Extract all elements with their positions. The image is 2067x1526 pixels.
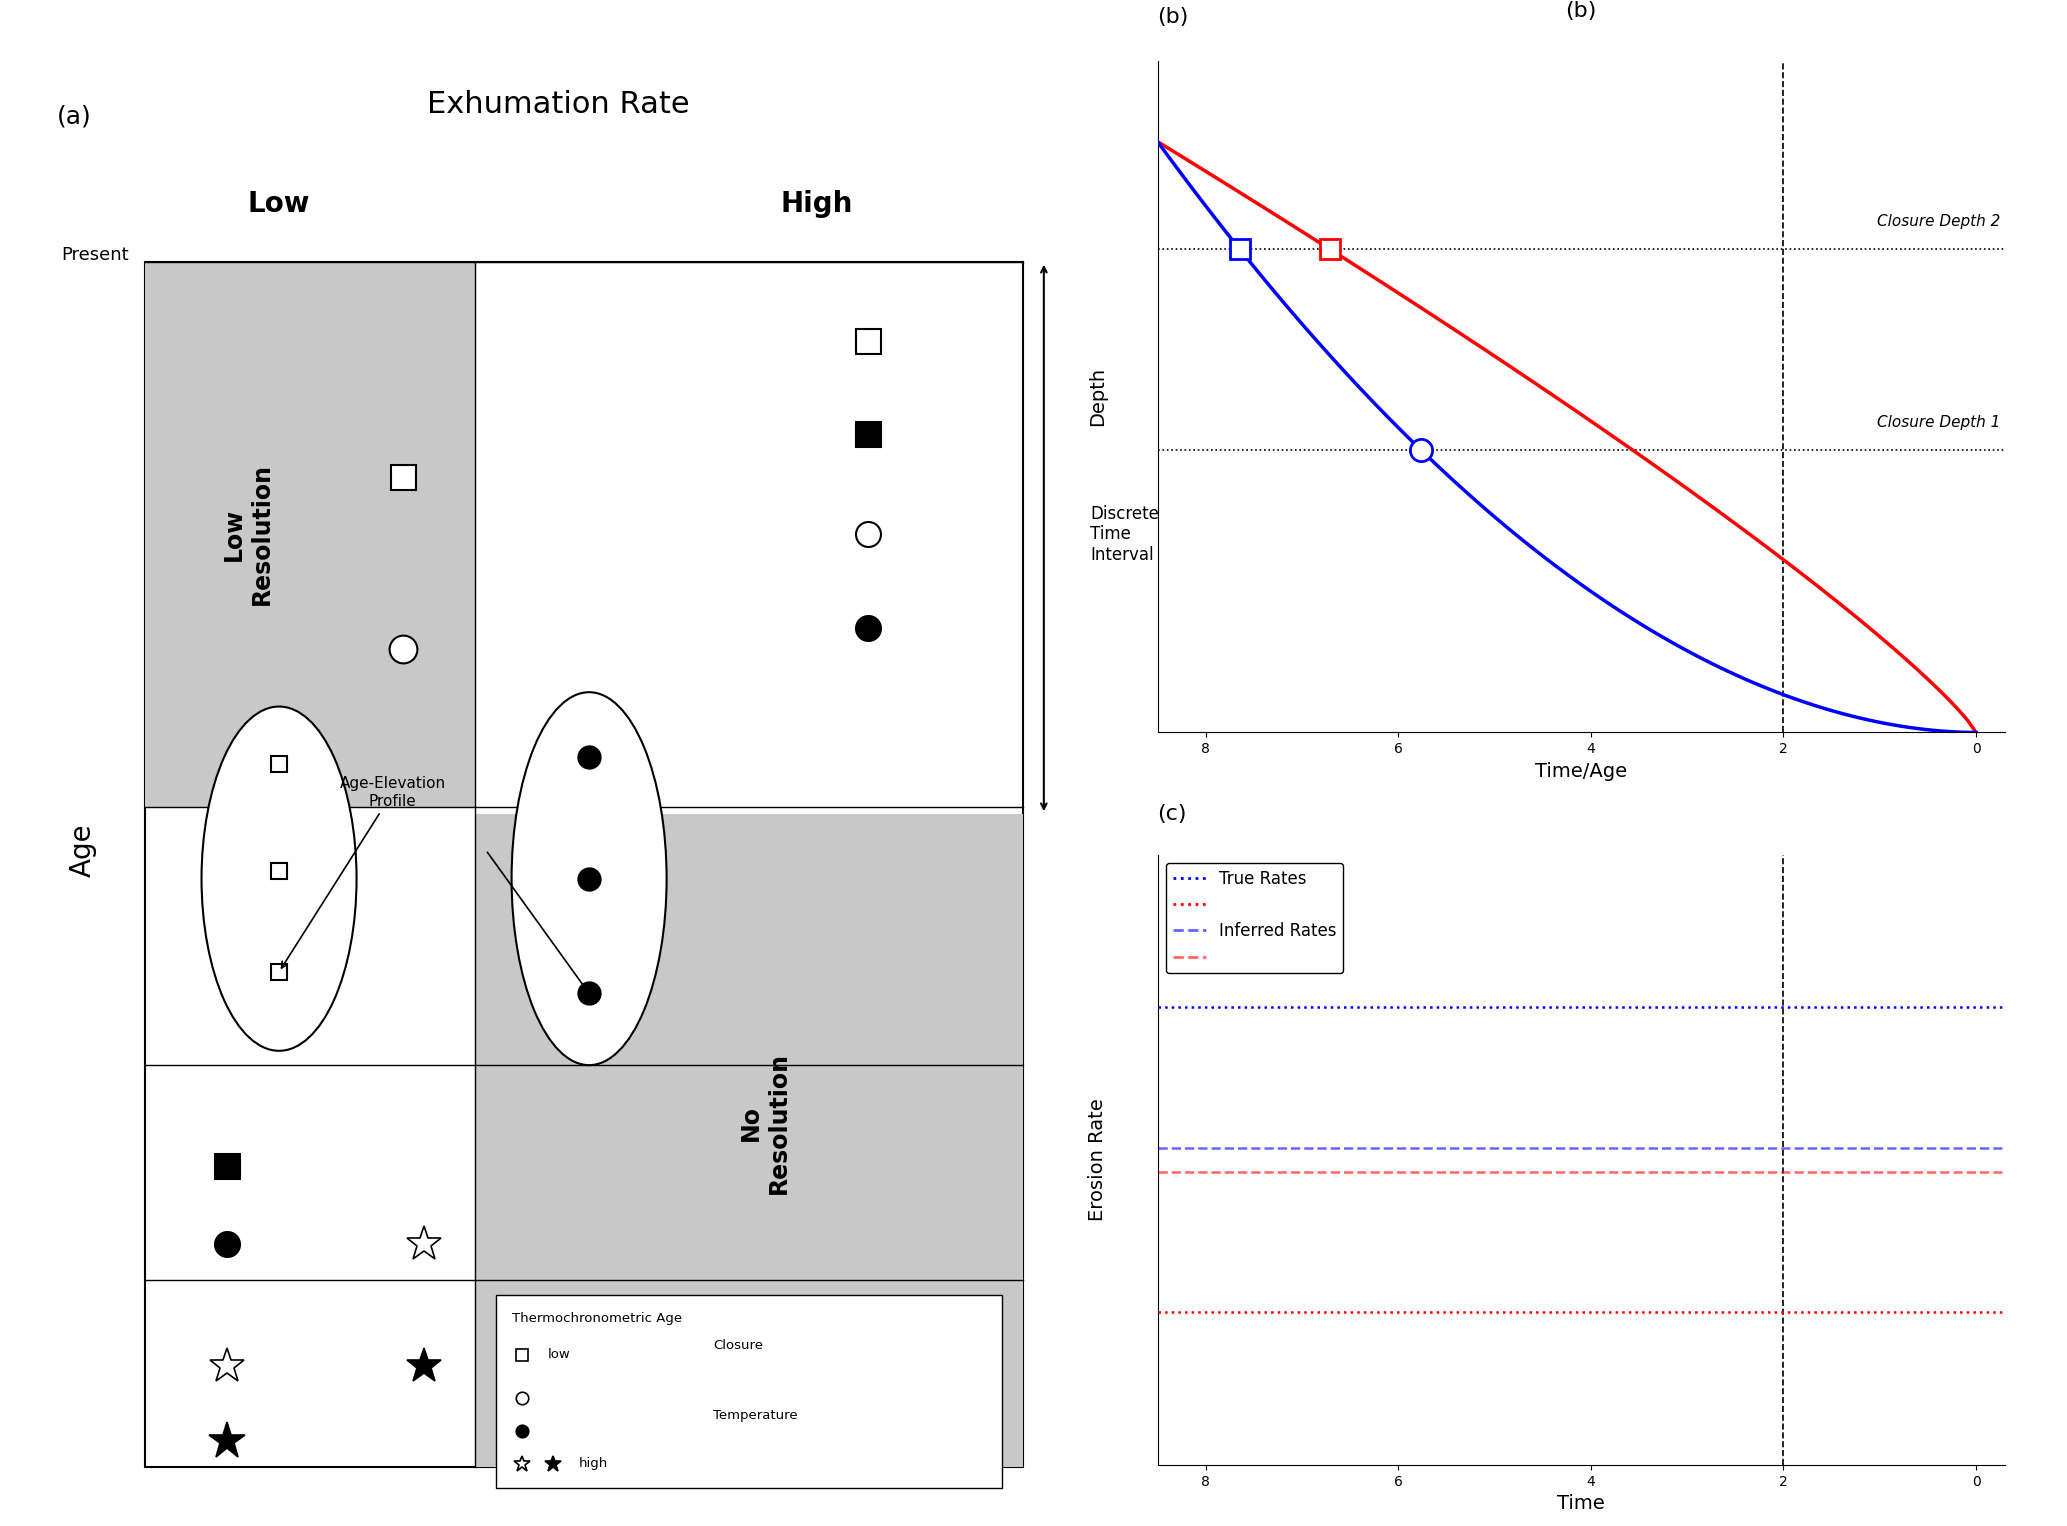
Text: (b): (b) (1158, 8, 1189, 27)
Text: low: low (548, 1349, 570, 1361)
X-axis label: Time: Time (1556, 1494, 1606, 1514)
Ellipse shape (513, 693, 668, 1065)
Text: Low
Resolution: Low Resolution (221, 464, 275, 606)
Text: No
Resolution: No Resolution (738, 1051, 792, 1193)
Text: Temperature: Temperature (713, 1410, 798, 1422)
Text: high: high (579, 1457, 608, 1471)
Text: Age: Age (68, 823, 97, 877)
Text: Discrete
Time
Interval: Discrete Time Interval (1091, 505, 1160, 565)
Text: Exhumation Rate: Exhumation Rate (426, 90, 690, 119)
Y-axis label: Depth: Depth (1087, 368, 1106, 426)
Text: Closure Depth 1: Closure Depth 1 (1877, 415, 2001, 430)
Text: High: High (779, 191, 854, 218)
Bar (145, 262, 1023, 1466)
Ellipse shape (203, 707, 358, 1051)
Text: Closure: Closure (713, 1338, 763, 1352)
Text: (c): (c) (1158, 804, 1186, 824)
Text: Thermochronometric Age: Thermochronometric Age (513, 1312, 682, 1325)
Bar (496, 1294, 1002, 1488)
Legend: True Rates, , Inferred Rates, : True Rates, , Inferred Rates, (1166, 862, 1344, 974)
X-axis label: Time/Age: Time/Age (1536, 761, 1627, 781)
Text: Closure Depth 2: Closure Depth 2 (1877, 214, 2001, 229)
Text: Age-Elevation
Profile: Age-Elevation Profile (281, 777, 446, 967)
Bar (145, 262, 475, 807)
Text: Low: Low (248, 191, 310, 218)
Text: Present: Present (62, 246, 128, 264)
Text: (a): (a) (58, 104, 91, 128)
Y-axis label: Erosion Rate: Erosion Rate (1087, 1099, 1106, 1221)
Bar (475, 815, 1023, 1466)
Text: (b): (b) (1565, 0, 1598, 21)
